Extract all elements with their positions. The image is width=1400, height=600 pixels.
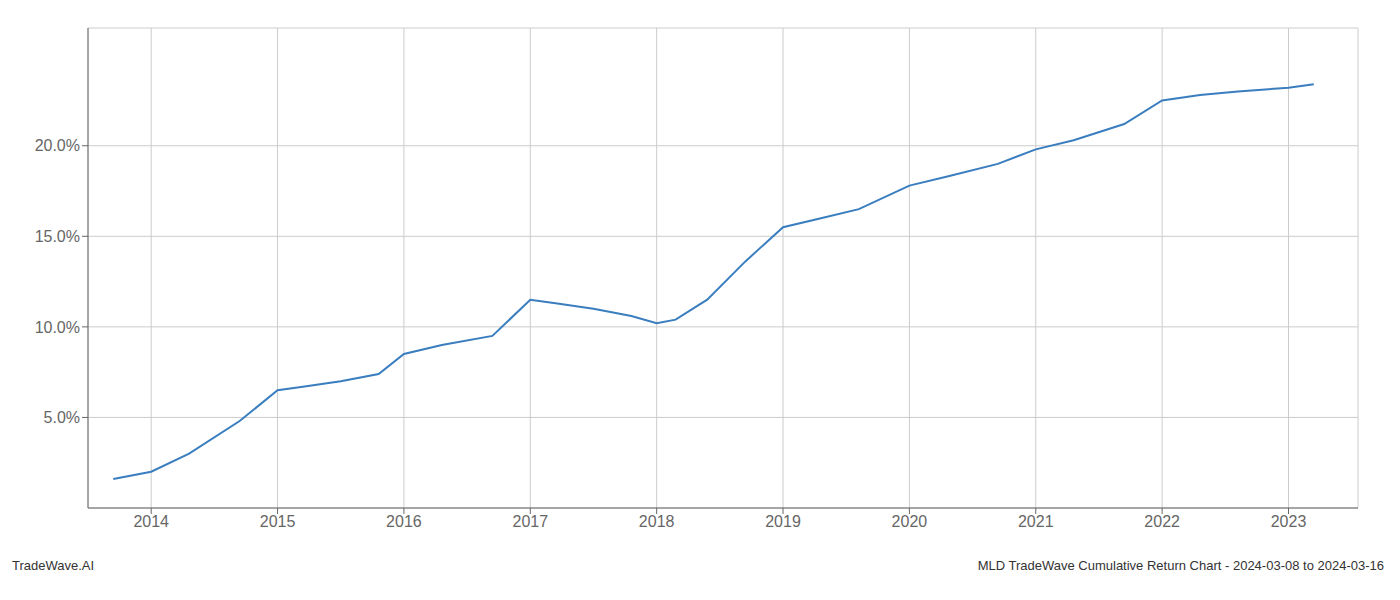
html-text:TradeWave.AI: TradeWave.AI xyxy=(12,558,95,573)
svg-text:2016: 2016 xyxy=(386,513,422,530)
svg-text:5.0%: 5.0% xyxy=(44,409,80,426)
svg-text:2018: 2018 xyxy=(639,513,675,530)
svg-text:2021: 2021 xyxy=(1018,513,1054,530)
svg-text:2017: 2017 xyxy=(512,513,548,530)
svg-text:10.0%: 10.0% xyxy=(35,319,80,336)
svg-text:20.0%: 20.0% xyxy=(35,137,80,154)
svg-text:2020: 2020 xyxy=(892,513,928,530)
svg-text:2022: 2022 xyxy=(1144,513,1180,530)
svg-text:2023: 2023 xyxy=(1271,513,1307,530)
svg-text:2019: 2019 xyxy=(765,513,801,530)
html-text:MLD TradeWave Cumulative Retur: MLD TradeWave Cumulative Return Chart - … xyxy=(977,558,1384,573)
svg-text:2015: 2015 xyxy=(260,513,296,530)
svg-text:15.0%: 15.0% xyxy=(35,228,80,245)
svg-text:2014: 2014 xyxy=(133,513,169,530)
